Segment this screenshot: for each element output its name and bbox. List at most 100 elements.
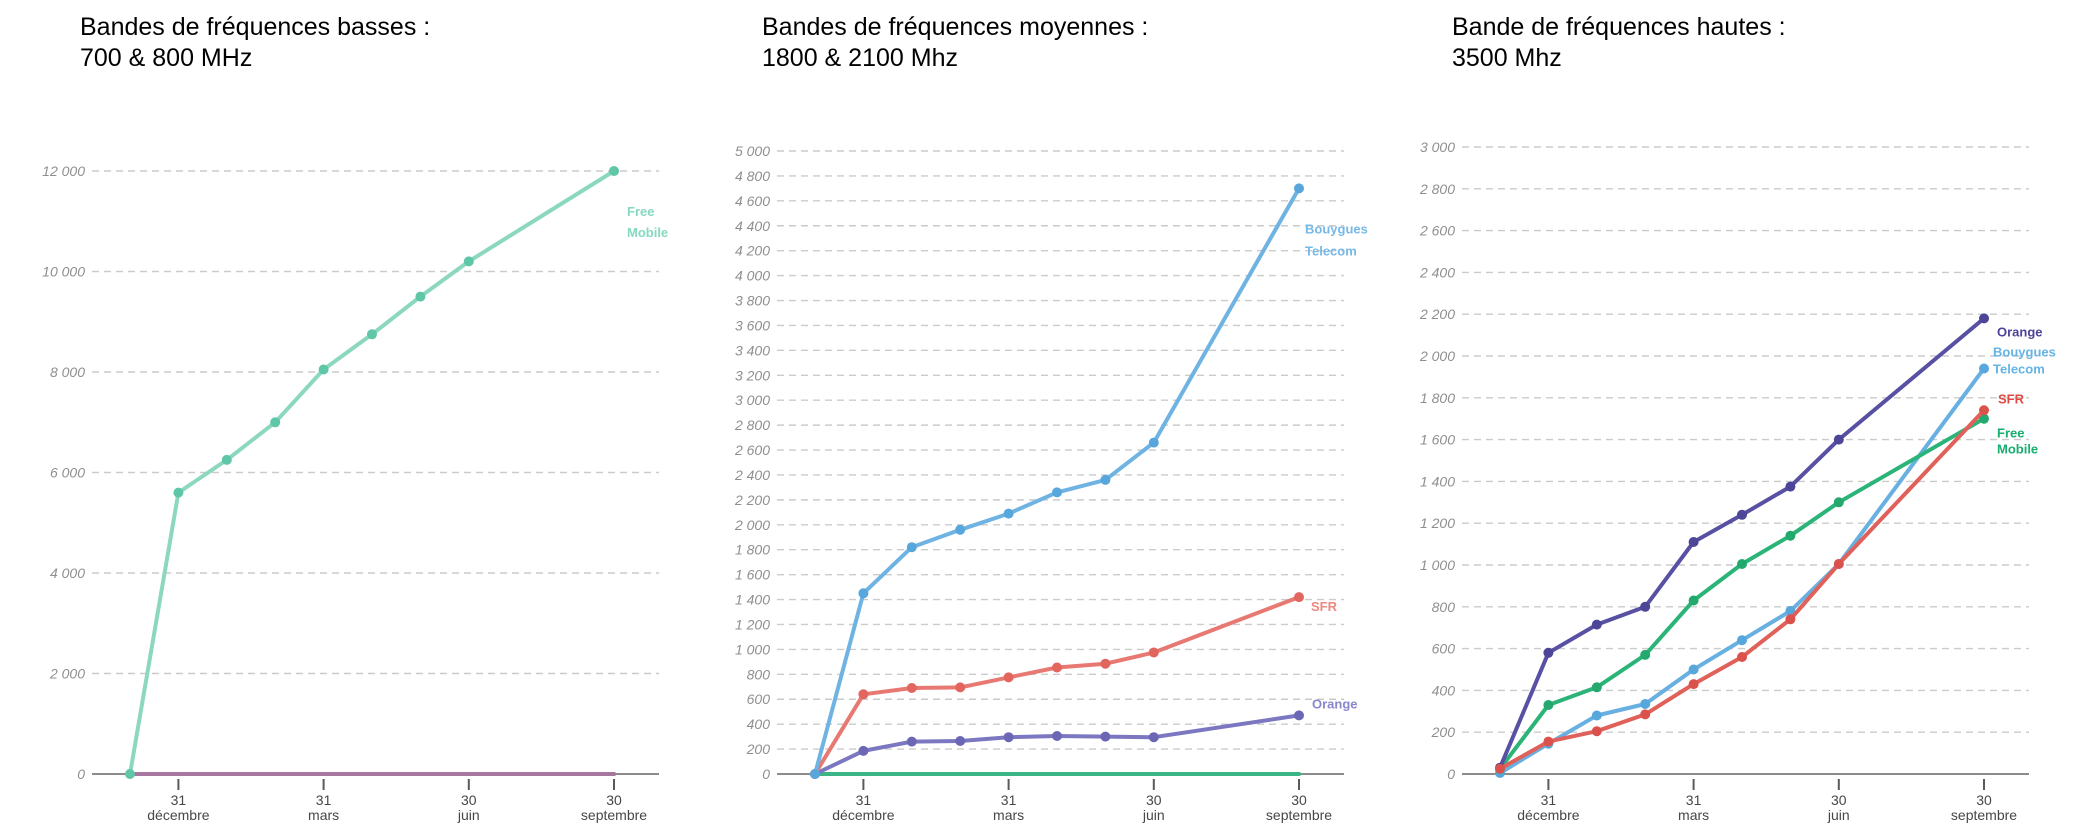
series-end-label-free-mobile: Mobile (627, 225, 668, 240)
chart-title-low-band: Bandes de fréquences basses : 700 & 800 … (80, 12, 430, 74)
data-point-sfr (1148, 647, 1159, 658)
data-point-sfr (1052, 662, 1062, 673)
x-tick-label-month: mars (308, 807, 339, 823)
data-point-free-mobile (1543, 700, 1554, 710)
data-point-free-mobile (1785, 530, 1796, 541)
y-tick-label: 200 (746, 741, 771, 757)
x-tick-label-day: 30 (461, 792, 477, 808)
x-tick-label-month: septembre (581, 807, 647, 823)
data-point-bouygues-telecom (858, 588, 869, 599)
data-point-orange (1591, 619, 1602, 630)
y-tick-label: 1 400 (1420, 473, 1455, 489)
y-tick-label: 4 200 (735, 243, 770, 259)
data-point-bouygues-telecom (1003, 508, 1014, 519)
series-end-label-bouygues-telecom: Bouygues (1305, 221, 1368, 236)
data-point-free-mobile (270, 417, 281, 428)
chart-title-line1: Bandes de fréquences basses : (80, 13, 431, 41)
chart-title-line1: Bandes de fréquences moyennes : (762, 13, 1149, 41)
y-tick-label: 400 (747, 716, 771, 732)
data-point-sfr (1833, 559, 1844, 569)
y-tick-label: 8 000 (50, 364, 85, 380)
y-tick-label: 5 000 (735, 143, 770, 159)
y-tick-label: 1 800 (1420, 390, 1455, 406)
data-point-bouygues-telecom (1979, 363, 1989, 374)
series-end-label-orange: Orange (1997, 324, 2043, 339)
data-point-orange (858, 745, 869, 756)
y-tick-label: 2 400 (734, 467, 770, 483)
chart-title-line2: 700 & 800 MHz (80, 44, 253, 72)
data-point-bouygues-telecom (1052, 487, 1062, 498)
series-end-label-sfr: SFR (1998, 391, 2025, 406)
y-tick-label: 4 000 (50, 565, 85, 581)
x-tick-label-day: 31 (1686, 792, 1702, 808)
data-point-bouygues-telecom (1294, 183, 1304, 194)
data-point-bouygues-telecom (1640, 699, 1651, 709)
series-end-label-bouygues-telecom: Telecom (1305, 243, 1357, 258)
y-tick-label: 2 000 (734, 517, 770, 533)
chart-title-line1: Bande de fréquences hautes : (1452, 13, 1786, 41)
data-point-free-mobile (367, 329, 377, 340)
data-point-sfr (1979, 405, 1989, 416)
y-tick-label: 2 000 (49, 666, 85, 682)
data-point-sfr (1688, 679, 1699, 690)
y-tick-label: 1 000 (735, 641, 770, 657)
data-point-sfr (858, 689, 869, 700)
data-point-free-mobile (1640, 649, 1651, 660)
y-tick-label: 1 200 (1420, 515, 1455, 531)
series-line-free-mobile (1498, 416, 1986, 771)
data-point-orange (1688, 537, 1699, 547)
data-point-free-mobile (1737, 559, 1747, 569)
x-tick-label-month: juin (1827, 807, 1850, 823)
data-point-orange (1543, 647, 1554, 658)
x-tick-label-month: juin (1142, 807, 1165, 823)
data-point-bouygues-telecom (955, 524, 966, 535)
x-tick-label-month: décembre (1517, 807, 1579, 823)
series-end-label-bouygues-telecom: Bouygues (1993, 345, 2056, 360)
data-point-free-mobile (318, 364, 329, 375)
data-point-sfr (1495, 763, 1505, 774)
data-point-orange (1100, 731, 1111, 742)
data-point-sfr (906, 683, 917, 693)
data-point-free-mobile (173, 487, 184, 498)
data-point-orange (906, 736, 917, 747)
y-tick-label: 200 (1431, 724, 1456, 740)
data-point-sfr (1003, 672, 1014, 683)
series-end-label-free-mobile: Free (1997, 426, 2024, 441)
x-tick-label-day: 30 (1291, 792, 1307, 808)
data-point-bouygues-telecom (1148, 437, 1159, 448)
chart-title-line2: 1800 & 2100 Mhz (762, 44, 958, 72)
data-point-sfr (1591, 726, 1602, 737)
y-tick-label: 2 200 (734, 492, 770, 508)
y-tick-label: 3 200 (735, 367, 770, 383)
data-point-free-mobile (1833, 497, 1844, 508)
data-point-orange (1833, 434, 1844, 445)
y-tick-label: 1 800 (735, 542, 770, 558)
data-point-orange (1148, 732, 1159, 743)
data-point-free-mobile (415, 291, 426, 302)
x-tick-label-day: 31 (1001, 792, 1017, 808)
y-tick-label: 1 600 (1420, 432, 1455, 448)
y-tick-label: 4 000 (735, 268, 770, 284)
data-point-orange (1640, 601, 1651, 612)
data-point-orange (1052, 731, 1062, 741)
y-tick-label: 4 800 (735, 168, 770, 184)
y-tick-label: 0 (77, 766, 85, 782)
data-point-free-mobile (609, 166, 619, 176)
chart-title-line2: 3500 Mhz (1452, 44, 1562, 72)
data-point-orange (1294, 710, 1304, 721)
y-tick-label: 800 (747, 666, 771, 682)
data-point-bouygues-telecom (1737, 635, 1747, 646)
data-point-sfr (1100, 658, 1111, 669)
data-point-orange (1979, 313, 1989, 324)
series-end-label-free-mobile: Free (627, 204, 654, 219)
y-tick-label: 2 400 (1419, 264, 1455, 280)
x-tick-label-month: septembre (1266, 807, 1332, 823)
y-tick-label: 1 400 (735, 592, 770, 608)
x-tick-label-day: 31 (316, 792, 332, 808)
data-point-sfr (1294, 592, 1304, 603)
series-end-label-free-mobile: Mobile (1997, 442, 2038, 457)
y-tick-label: 800 (1432, 599, 1456, 615)
x-tick-label-month: décembre (147, 807, 209, 823)
x-tick-label-day: 30 (1146, 792, 1162, 808)
